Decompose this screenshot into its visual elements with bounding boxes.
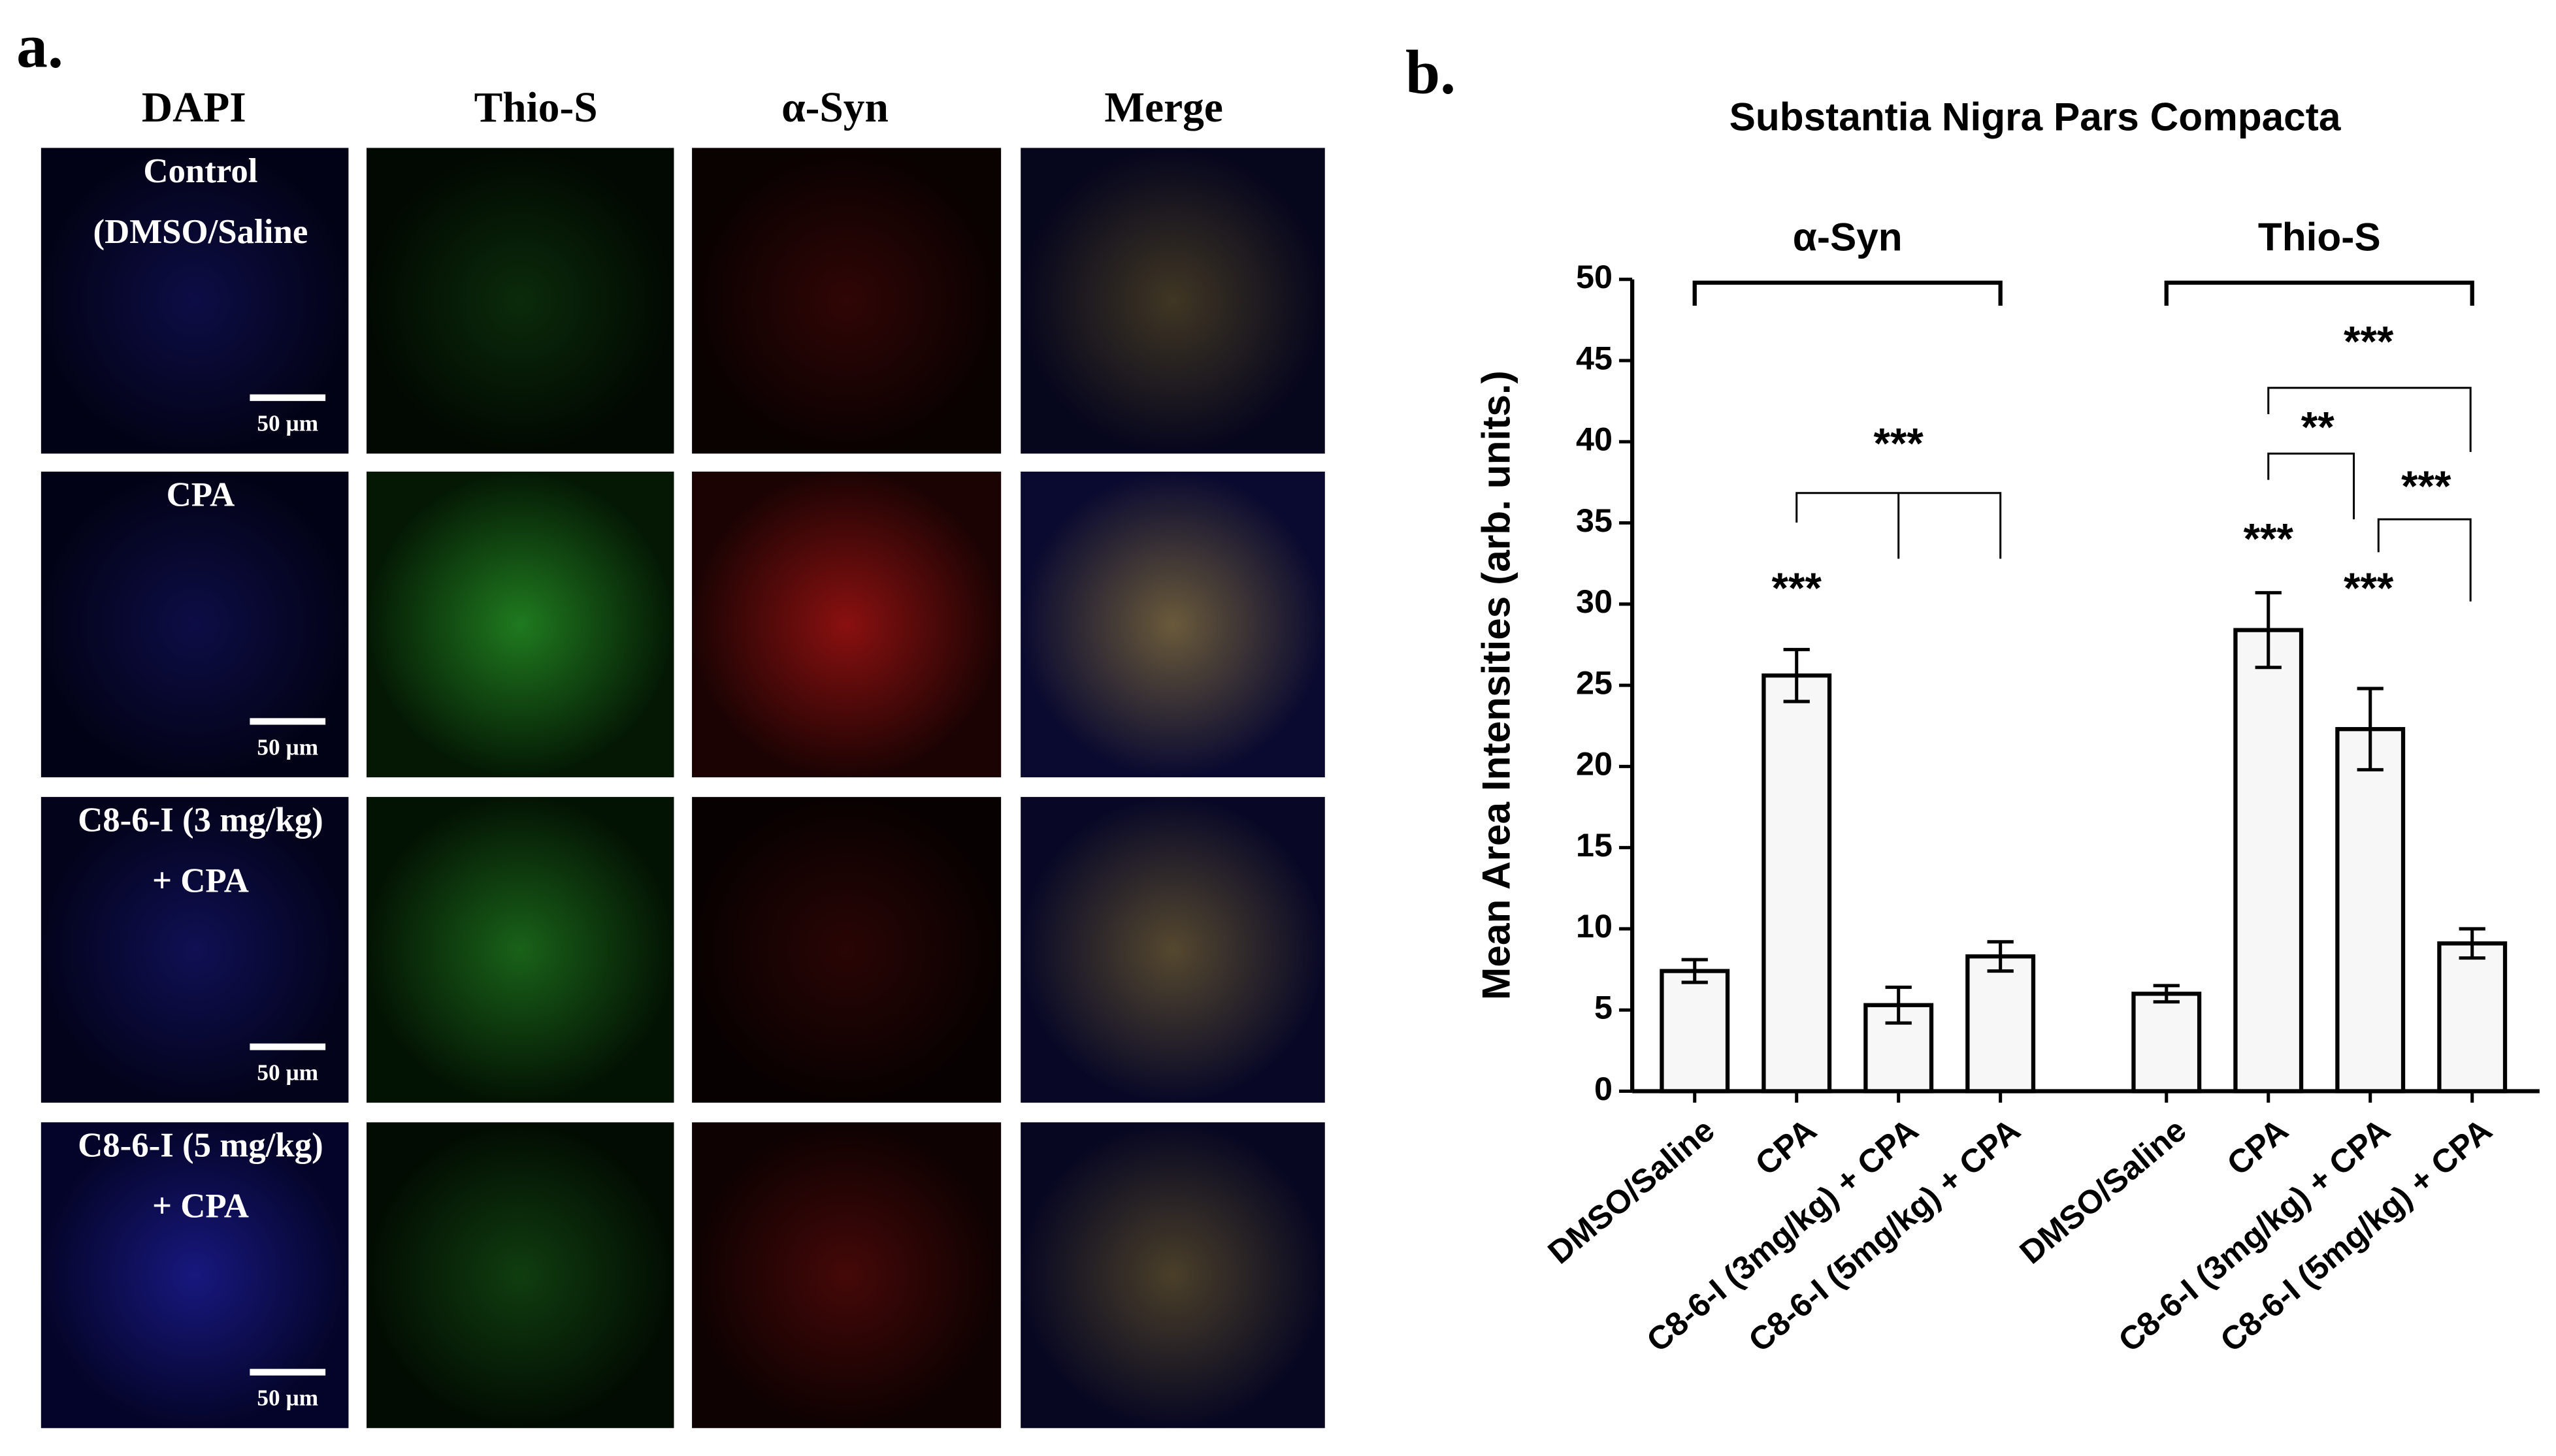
micrograph-signal xyxy=(367,472,674,777)
y-tick-label: 50 xyxy=(1576,258,1613,295)
micrograph-signal xyxy=(1021,1122,1325,1429)
bar xyxy=(2233,628,2304,1093)
x-tick-label: CPA xyxy=(2220,1111,2295,1183)
error-bar xyxy=(1987,940,2014,973)
micrograph-signal xyxy=(41,148,349,454)
significance-bracket xyxy=(1795,492,2002,559)
panel-label: b. xyxy=(1405,38,1456,107)
micrograph-signal xyxy=(41,797,349,1103)
y-tick-label: 35 xyxy=(1576,502,1613,539)
significance-label: *** xyxy=(2344,318,2394,366)
significance-label: ** xyxy=(2301,403,2335,451)
significance-label: *** xyxy=(1772,564,1822,612)
y-tick-label: 45 xyxy=(1576,339,1613,376)
column-header: DAPI xyxy=(142,84,246,131)
error-bar xyxy=(1885,985,1912,1025)
error-bar xyxy=(2153,984,2180,1004)
micrograph-signal xyxy=(692,1122,1002,1429)
row-label: + CPA xyxy=(152,862,249,900)
bar xyxy=(1761,673,1832,1093)
bar xyxy=(1660,969,1730,1093)
y-tick-label: 25 xyxy=(1576,664,1613,701)
micrograph-signal xyxy=(367,797,674,1103)
scale-bar-label: 50 µm xyxy=(257,411,318,436)
y-tick-label: 30 xyxy=(1576,583,1613,620)
y-tick-label: 5 xyxy=(1594,989,1613,1026)
scale-bar-label: 50 µm xyxy=(257,1385,318,1411)
micrograph-signal xyxy=(367,1122,674,1429)
column-header: Merge xyxy=(1104,84,1223,131)
micrograph-signal xyxy=(1021,148,1325,454)
error-bar xyxy=(2255,590,2282,670)
group-bracket xyxy=(1692,280,2003,306)
row-label: C8-6-I (5 mg/kg) xyxy=(78,1127,323,1165)
micrograph-signal xyxy=(1021,797,1325,1103)
x-tick-label: CPA xyxy=(1748,1111,1823,1183)
micrograph-signal xyxy=(367,148,674,454)
bar xyxy=(1965,954,2036,1093)
significance-label: *** xyxy=(1874,420,1924,468)
error-bar xyxy=(2357,687,2384,771)
significance-bracket xyxy=(2377,518,2472,602)
micrograph-signal xyxy=(692,472,1002,777)
y-tick-label: 15 xyxy=(1576,826,1613,864)
row-label: CPA xyxy=(167,476,235,513)
significance-label: *** xyxy=(2244,515,2294,563)
x-tick-label: DMSO/Saline xyxy=(2012,1111,2193,1271)
x-tick-label: DMSO/Saline xyxy=(1541,1111,1721,1271)
significance-label: *** xyxy=(2344,564,2394,612)
micrograph-signal xyxy=(41,1122,349,1429)
bar xyxy=(2437,941,2508,1093)
row-label: + CPA xyxy=(152,1188,249,1225)
micrograph-signal xyxy=(1021,472,1325,777)
y-axis-label: Mean Area Intensities (arb. units.) xyxy=(1473,370,1518,1000)
error-bar xyxy=(1681,958,1708,984)
chart-title: Substantia Nigra Pars Compacta xyxy=(1729,95,2341,139)
column-header: α-Syn xyxy=(781,84,889,131)
group-label: α-Syn xyxy=(1793,214,1903,259)
row-label: (DMSO/Saline xyxy=(93,213,308,251)
row-label: C8-6-I (3 mg/kg) xyxy=(78,801,323,839)
significance-bracket xyxy=(2267,387,2472,452)
bar xyxy=(2335,727,2406,1093)
y-tick-label: 10 xyxy=(1576,907,1613,945)
row-label: Control xyxy=(143,152,257,190)
micrograph-signal xyxy=(692,797,1002,1103)
significance-label: *** xyxy=(2401,462,2451,510)
y-tick-label: 20 xyxy=(1576,745,1613,783)
column-header: Thio-S xyxy=(474,84,598,131)
y-tick-label: 40 xyxy=(1576,421,1613,458)
micrograph-signal xyxy=(692,148,1002,454)
bar xyxy=(2131,992,2202,1093)
panel-label: a. xyxy=(16,11,63,80)
group-label: Thio-S xyxy=(2258,214,2381,259)
significance-bracket xyxy=(2267,452,2355,519)
error-bar xyxy=(1783,647,1810,704)
group-bracket xyxy=(2164,280,2474,306)
scale-bar-label: 50 µm xyxy=(257,734,318,760)
scale-bar-label: 50 µm xyxy=(257,1060,318,1085)
micrograph-signal xyxy=(41,472,349,777)
y-tick-label: 0 xyxy=(1594,1070,1613,1107)
error-bar xyxy=(2459,927,2485,960)
